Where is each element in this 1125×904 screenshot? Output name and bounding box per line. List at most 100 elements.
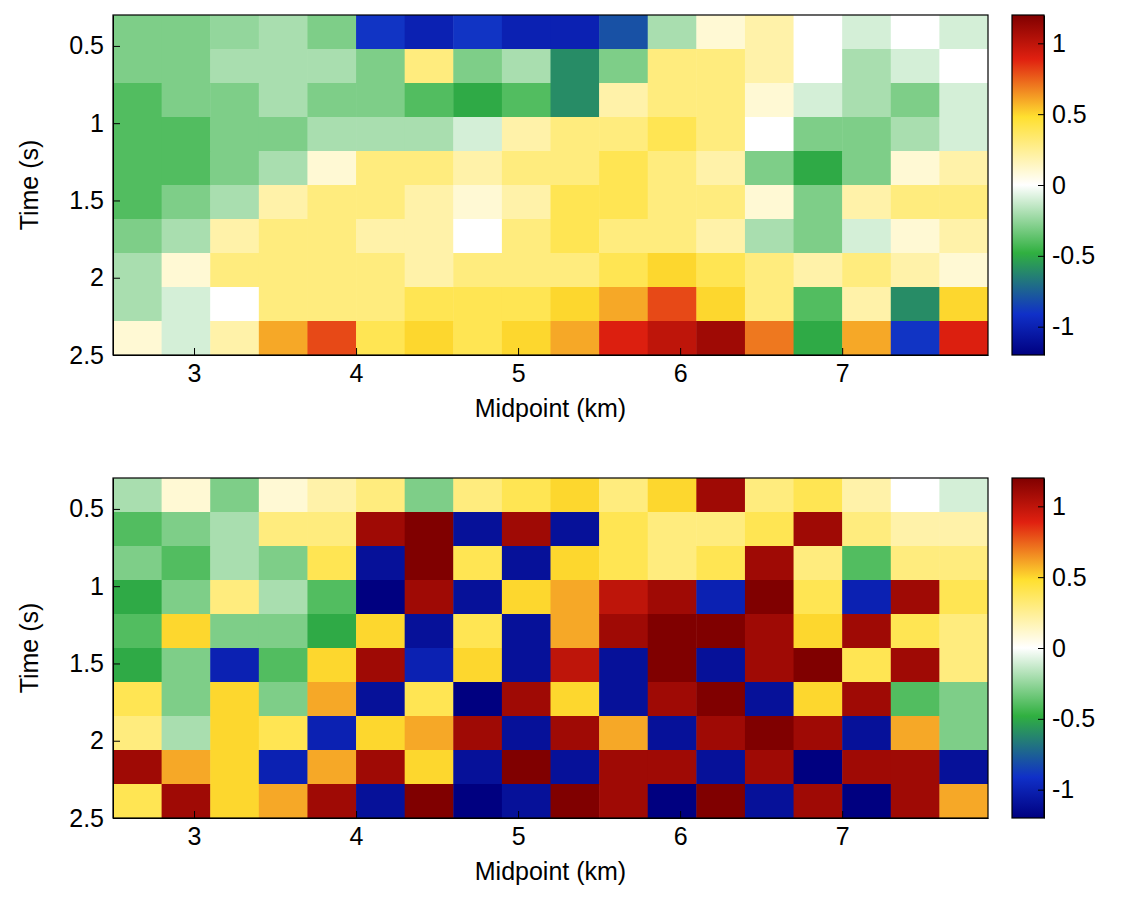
cell bbox=[842, 253, 891, 288]
cell bbox=[307, 580, 356, 615]
cell bbox=[502, 219, 551, 254]
cell bbox=[939, 117, 988, 152]
cell bbox=[599, 614, 648, 649]
x-axis: 34567 bbox=[114, 348, 989, 387]
cell bbox=[307, 784, 356, 818]
cell bbox=[113, 580, 162, 615]
tick-mark bbox=[113, 509, 120, 510]
tick-label: 1 bbox=[90, 572, 104, 600]
cell bbox=[405, 253, 454, 288]
cell bbox=[113, 784, 162, 818]
colorbar bbox=[1012, 15, 1044, 355]
cell bbox=[939, 321, 988, 355]
cell bbox=[939, 219, 988, 254]
tick: 7 bbox=[836, 811, 850, 850]
cell bbox=[745, 287, 794, 322]
cell bbox=[842, 784, 891, 818]
cell bbox=[259, 287, 308, 322]
cell bbox=[599, 512, 648, 547]
cell bbox=[259, 478, 308, 513]
cell bbox=[599, 546, 648, 581]
cell bbox=[453, 784, 502, 818]
tick: 2 bbox=[90, 726, 120, 754]
cell bbox=[210, 253, 259, 288]
tick-label: 1.5 bbox=[69, 186, 104, 214]
colorbar bbox=[1012, 478, 1044, 818]
cell bbox=[210, 682, 259, 717]
cell bbox=[745, 716, 794, 751]
cell bbox=[648, 83, 697, 118]
cell bbox=[648, 219, 697, 254]
cell bbox=[405, 117, 454, 152]
cell bbox=[648, 750, 697, 785]
cell bbox=[842, 15, 891, 50]
cell bbox=[648, 648, 697, 683]
cell bbox=[842, 750, 891, 785]
x-axis: 34567 bbox=[114, 811, 989, 850]
plot-frame bbox=[113, 15, 988, 355]
axis-line bbox=[114, 355, 989, 356]
cell bbox=[502, 287, 551, 322]
cell bbox=[842, 716, 891, 751]
cell bbox=[745, 648, 794, 683]
tick-mark bbox=[1038, 577, 1044, 578]
tick-label: 3 bbox=[188, 822, 202, 850]
tick: 0.5 bbox=[69, 31, 120, 59]
cell bbox=[939, 784, 988, 818]
cell bbox=[939, 512, 988, 547]
cell bbox=[356, 478, 405, 513]
cell bbox=[453, 682, 502, 717]
cell bbox=[356, 253, 405, 288]
cell bbox=[794, 117, 843, 152]
cell bbox=[696, 614, 745, 649]
tick: 5 bbox=[512, 811, 526, 850]
cell bbox=[405, 49, 454, 84]
cell bbox=[405, 512, 454, 547]
tick: -0.5 bbox=[1038, 704, 1095, 732]
cell bbox=[551, 321, 600, 355]
cell bbox=[891, 321, 940, 355]
cell bbox=[939, 49, 988, 84]
tick-mark bbox=[1038, 256, 1044, 257]
cell bbox=[162, 15, 211, 50]
tick-mark bbox=[194, 348, 195, 355]
cell bbox=[551, 185, 600, 220]
cell bbox=[405, 682, 454, 717]
cell bbox=[891, 784, 940, 818]
axis-line bbox=[114, 818, 989, 819]
cell bbox=[696, 253, 745, 288]
cell bbox=[356, 287, 405, 322]
tick: 2.5 bbox=[69, 341, 120, 369]
tick-label: -1 bbox=[1052, 775, 1074, 803]
cell bbox=[259, 750, 308, 785]
tick-mark bbox=[1038, 790, 1044, 791]
cell bbox=[259, 784, 308, 818]
cell bbox=[502, 151, 551, 186]
cell bbox=[210, 750, 259, 785]
cell bbox=[794, 151, 843, 186]
cell bbox=[599, 83, 648, 118]
cell bbox=[648, 716, 697, 751]
tick-label: 2 bbox=[90, 263, 104, 291]
cell bbox=[453, 750, 502, 785]
cell bbox=[356, 750, 405, 785]
cell bbox=[745, 580, 794, 615]
tick: 7 bbox=[836, 348, 850, 387]
cell bbox=[794, 219, 843, 254]
cell bbox=[599, 784, 648, 818]
cell bbox=[453, 219, 502, 254]
cell bbox=[356, 219, 405, 254]
cell bbox=[259, 512, 308, 547]
cell bbox=[794, 287, 843, 322]
tick-mark bbox=[113, 355, 120, 356]
cell bbox=[551, 253, 600, 288]
tick: -1 bbox=[1038, 312, 1074, 340]
cell bbox=[307, 219, 356, 254]
cell bbox=[453, 253, 502, 288]
cell bbox=[939, 15, 988, 50]
cell bbox=[599, 49, 648, 84]
cell bbox=[356, 648, 405, 683]
cell bbox=[210, 614, 259, 649]
tick: 0.5 bbox=[1038, 563, 1087, 591]
cell bbox=[502, 117, 551, 152]
